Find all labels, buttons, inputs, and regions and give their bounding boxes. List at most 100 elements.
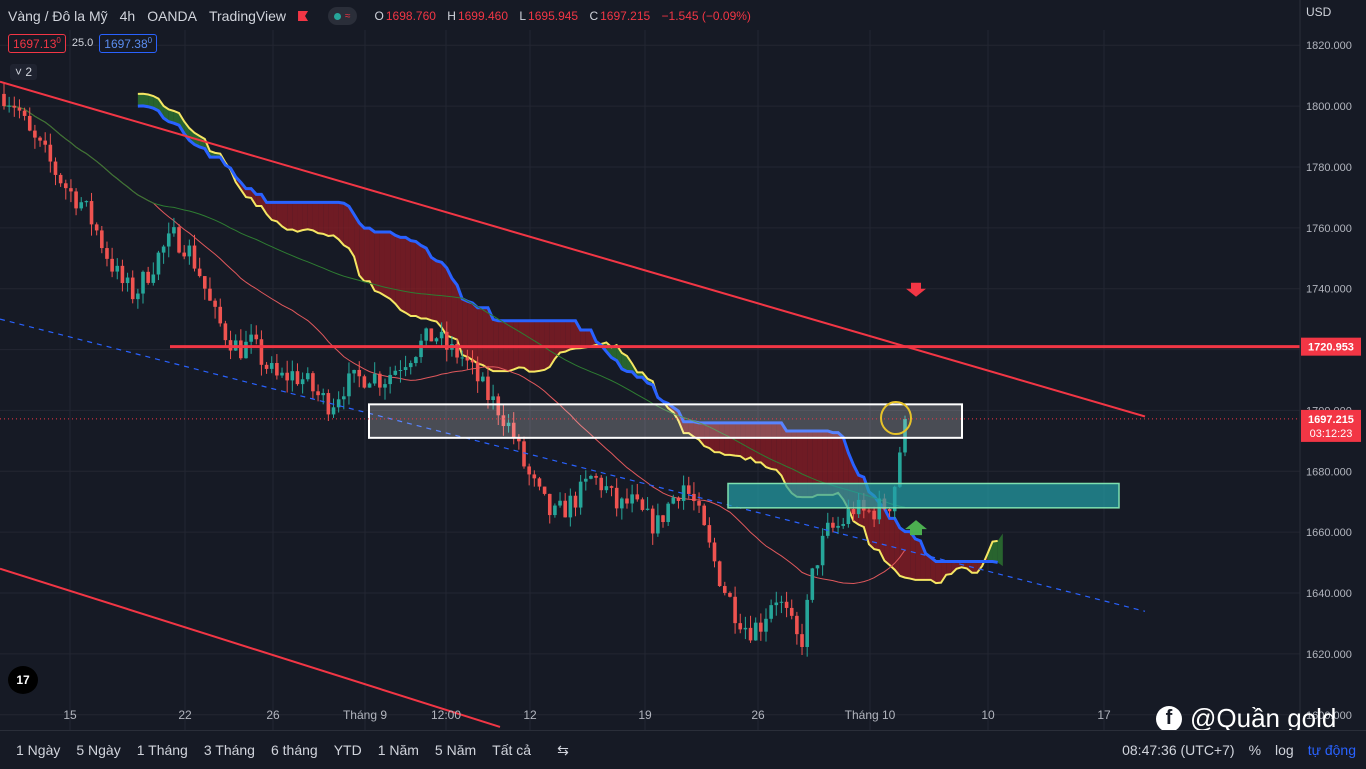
- ask-button[interactable]: 1697.380: [99, 33, 158, 53]
- range-3m[interactable]: 3 Tháng: [203, 742, 255, 758]
- candle-body: [100, 230, 104, 249]
- candle-body: [460, 357, 465, 359]
- candle-body: [872, 510, 876, 520]
- candle-body: [697, 501, 701, 506]
- cloud-segment: [302, 202, 308, 231]
- candle-body: [202, 276, 207, 289]
- log-toggle[interactable]: log: [1275, 742, 1294, 758]
- candle-body: [414, 357, 418, 364]
- cloud-segment: [771, 422, 777, 470]
- cloud-segment: [384, 231, 391, 299]
- candle-body: [69, 188, 73, 192]
- candle-body: [681, 485, 686, 501]
- candle-body: [558, 500, 562, 506]
- status-pill[interactable]: ≈: [328, 7, 357, 25]
- candles: [2, 82, 907, 657]
- candle-body: [553, 505, 557, 516]
- candle-body: [172, 227, 176, 234]
- range-ytd[interactable]: YTD: [333, 742, 362, 758]
- candle-body: [841, 524, 846, 526]
- cloud-segment: [451, 278, 458, 340]
- range-5d[interactable]: 5 Ngày: [76, 742, 121, 758]
- candle-body: [264, 364, 269, 369]
- symbol-name[interactable]: Vàng / Đô la Mỹ: [8, 8, 108, 24]
- candle-body: [362, 376, 367, 388]
- candle-body: [656, 515, 660, 534]
- range-1m[interactable]: 1 Tháng: [136, 742, 188, 758]
- cloud-segment: [910, 531, 916, 580]
- range-6m[interactable]: 6 tháng: [270, 742, 318, 758]
- clock-time[interactable]: 08:47:36 (UTC+7): [1122, 742, 1235, 758]
- symbol-header: Vàng / Đô la Mỹ 4h OANDA TradingView ≈ O…: [8, 6, 759, 26]
- candle-body: [650, 508, 655, 534]
- moving-averages: [3, 105, 906, 585]
- go-to-date-icon[interactable]: ⇆: [557, 741, 569, 758]
- up-arrow-icon: [905, 520, 927, 536]
- cloud-segment: [364, 228, 370, 282]
- cloud-segment: [323, 202, 329, 236]
- x-tick-label: Tháng 9: [343, 708, 387, 722]
- range-5y[interactable]: 5 Năm: [434, 742, 477, 758]
- candle-body: [357, 369, 362, 377]
- cloud-segment: [379, 231, 385, 296]
- currency-label[interactable]: USD: [1306, 5, 1332, 19]
- tradingview-logo-icon[interactable]: 17: [8, 666, 38, 694]
- candle-body: [94, 224, 99, 231]
- cloud-segment: [580, 329, 586, 349]
- candle-body: [743, 627, 748, 630]
- candle-body: [424, 328, 428, 341]
- candle-body: [784, 601, 789, 608]
- cloud-segment: [338, 202, 344, 246]
- lower-channel-line: [0, 567, 501, 728]
- candle-body: [192, 245, 197, 269]
- ma-long-line: [3, 105, 906, 508]
- cloud-segment: [245, 188, 252, 198]
- interval-label[interactable]: 4h: [119, 8, 136, 24]
- cloud-segment: [905, 531, 911, 579]
- candle-body: [300, 379, 305, 385]
- cloud-segment: [935, 561, 942, 584]
- candle-body: [388, 374, 392, 385]
- cloud-segment: [328, 202, 334, 236]
- cloud-segment: [158, 98, 164, 119]
- candle-body: [290, 371, 295, 381]
- candle-body: [712, 542, 717, 562]
- candle-body: [336, 399, 341, 408]
- resistance-price-label: [1301, 337, 1361, 356]
- range-1d[interactable]: 1 Ngày: [16, 742, 61, 758]
- dashed-trend-line: [0, 318, 1146, 612]
- platform-label: TradingView: [208, 8, 287, 24]
- candle-body: [594, 475, 598, 478]
- indicator-toggle-button[interactable]: ˅ 2: [10, 64, 38, 80]
- bid-button[interactable]: 1697.130: [8, 33, 66, 53]
- candle-body: [429, 328, 434, 342]
- candle-body: [789, 607, 794, 616]
- candle-body: [187, 245, 192, 257]
- candle-body: [120, 265, 125, 284]
- candle-body: [527, 466, 531, 475]
- cloud-segment: [168, 109, 174, 124]
- candle-body: [285, 372, 289, 381]
- span-b-line: [137, 104, 998, 564]
- x-tick-label: 10: [981, 708, 995, 722]
- range-1y[interactable]: 1 Năm: [377, 742, 419, 758]
- cloud-segment: [359, 222, 365, 282]
- range-all[interactable]: Tất cả: [492, 742, 532, 758]
- x-tick-label: 26: [751, 708, 765, 722]
- auto-scale-toggle[interactable]: tự động: [1307, 742, 1356, 758]
- cloud-segment: [148, 94, 154, 109]
- candle-body: [851, 509, 856, 515]
- candle-body: [769, 605, 773, 619]
- cloud-segment: [930, 557, 936, 584]
- cloud-segment: [992, 540, 998, 563]
- price-chart[interactable]: 1820.000 1800.000 1780.000 1760.000 1740.000…: [0, 0, 1366, 730]
- flag-icon[interactable]: [298, 11, 309, 21]
- candle-body: [378, 373, 382, 388]
- percent-toggle[interactable]: %: [1248, 742, 1262, 758]
- cloud-segment: [395, 235, 401, 310]
- cloud-segment: [889, 518, 895, 570]
- candle-body: [779, 601, 784, 603]
- cloud-segment: [415, 241, 422, 319]
- candle-body: [84, 201, 89, 203]
- candle-body: [17, 107, 22, 111]
